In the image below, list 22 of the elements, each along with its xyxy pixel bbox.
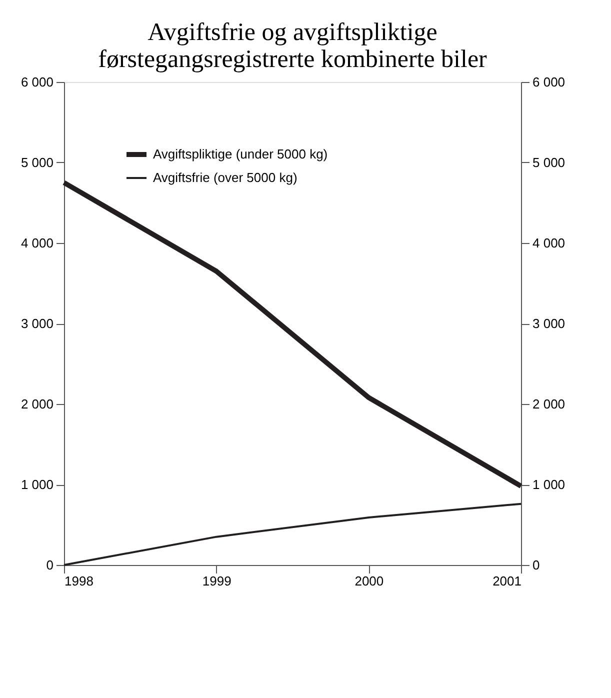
y2-tick-label: 6 000 xyxy=(532,74,566,90)
text: førstegangsregistrerte kombinerte biler xyxy=(98,46,487,73)
legend-label: Avgiftspliktige (under 5000 kg) xyxy=(153,146,328,162)
x-tick-label: 1999 xyxy=(202,574,232,588)
y-tick-label: 5 000 xyxy=(20,155,54,170)
x-tick-label: 1998 xyxy=(64,574,94,588)
y-tick-label: 3 000 xyxy=(20,316,54,331)
y-tick-label: 1 000 xyxy=(20,477,54,492)
legend-label: Avgiftsfrie (over 5000 kg) xyxy=(153,170,298,185)
y2-tick-label: 2 000 xyxy=(532,396,566,412)
y-tick-label: 2 000 xyxy=(20,396,54,412)
y-tick-label: 4 000 xyxy=(20,236,54,250)
y2-tick-label: 0 xyxy=(532,558,540,572)
y2-tick-label: 5 000 xyxy=(532,155,566,170)
y2-tick-label: 4 000 xyxy=(532,236,566,250)
y-tick-label: 6 000 xyxy=(20,74,54,90)
y2-tick-label: 3 000 xyxy=(532,316,566,331)
text: Avgiftsfrie og avgiftspliktige xyxy=(148,19,438,46)
y-tick-label: 0 xyxy=(46,558,54,572)
x-tick-label: 2000 xyxy=(354,574,384,588)
y2-tick-label: 1 000 xyxy=(532,477,566,492)
x-tick-label: 2001 xyxy=(492,574,522,588)
